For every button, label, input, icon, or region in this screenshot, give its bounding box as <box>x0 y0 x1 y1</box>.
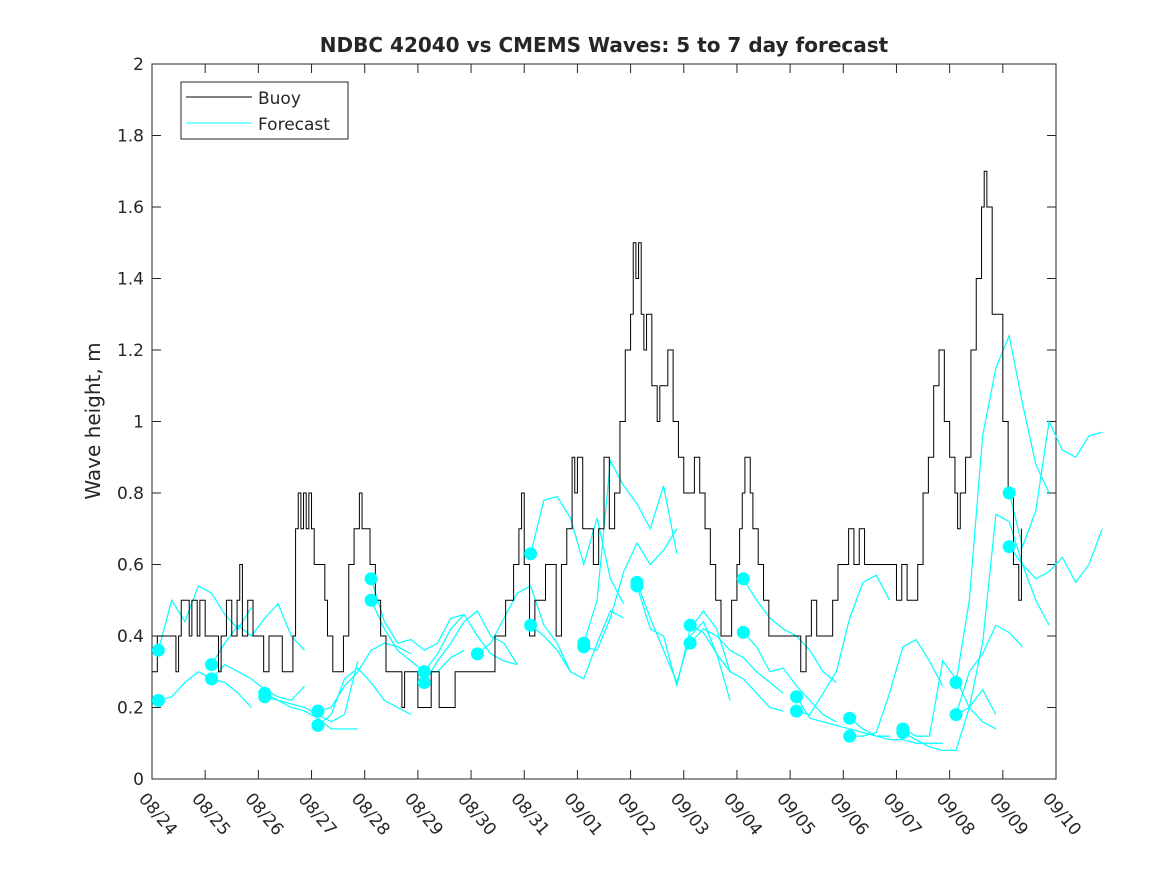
forecast-point <box>364 593 378 607</box>
forecast-line <box>796 574 891 716</box>
chart-title: NDBC 42040 vs CMEMS Waves: 5 to 7 day fo… <box>320 33 889 57</box>
x-tick-label: 09/02 <box>613 789 660 839</box>
x-tick-label: 08/28 <box>347 789 394 839</box>
y-tick-label: 0 <box>133 770 144 790</box>
y-axis-label: Wave height, m <box>81 342 105 499</box>
forecast-line <box>264 660 359 723</box>
y-tick-label: 1.4 <box>117 270 144 290</box>
x-tick-label: 09/08 <box>932 789 979 839</box>
x-tick-label: 09/05 <box>772 789 819 839</box>
forecast-point <box>843 729 857 743</box>
legend-forecast-label: Forecast <box>258 115 330 135</box>
x-tick-label: 08/27 <box>294 789 341 839</box>
forecast-line <box>955 624 1023 715</box>
forecast-line <box>530 495 625 605</box>
x-tick-label: 08/25 <box>187 789 234 839</box>
forecast-line <box>742 632 837 723</box>
forecast-point <box>949 675 963 689</box>
forecast-point <box>630 579 644 593</box>
x-tick-label: 08/26 <box>241 789 288 839</box>
forecast-line <box>849 638 944 737</box>
forecast-line <box>423 610 518 683</box>
forecast-point <box>949 708 963 722</box>
forecast-line <box>1008 528 1103 584</box>
forecast-point <box>1002 486 1016 500</box>
forecast-line <box>423 613 518 673</box>
forecast-line <box>902 659 997 737</box>
forecast-line <box>689 624 784 712</box>
y-tick-label: 0.6 <box>117 556 144 576</box>
x-tick-label: 09/03 <box>666 789 713 839</box>
forecast-line <box>158 671 252 708</box>
forecast-line <box>583 528 678 652</box>
buoy-line <box>152 170 1022 708</box>
forecast-line <box>636 585 731 687</box>
forecast-point <box>311 704 325 718</box>
y-tick-label: 1 <box>133 413 144 433</box>
forecast-point <box>258 690 272 704</box>
forecast-point <box>683 618 697 632</box>
forecast-point <box>524 618 538 632</box>
forecast-line <box>849 717 943 744</box>
x-tick-label: 09/06 <box>825 789 872 839</box>
legend-box <box>180 81 349 140</box>
forecast-line <box>211 602 306 665</box>
forecast-line <box>955 513 1050 716</box>
forecast-point <box>789 704 803 718</box>
forecast-line <box>477 585 572 673</box>
y-tick-label: 1.2 <box>117 341 144 361</box>
forecast-point <box>683 636 697 650</box>
forecast-point <box>577 640 591 654</box>
forecast-line <box>1008 419 1103 549</box>
x-tick-label: 08/30 <box>453 789 500 839</box>
legend: Buoy Forecast <box>180 81 349 140</box>
legend-buoy-label: Buoy <box>258 89 301 109</box>
forecast-line <box>370 578 465 652</box>
y-tick-label: 0.4 <box>117 627 144 647</box>
forecast-point <box>417 675 431 689</box>
forecast-line <box>211 663 306 702</box>
forecast-point <box>896 726 910 740</box>
forecast-line <box>530 610 624 680</box>
forecast-line <box>317 667 412 726</box>
forecast-line <box>157 585 252 651</box>
forecast-point <box>151 643 165 657</box>
forecast-line <box>742 578 837 683</box>
forecast-point <box>151 693 165 707</box>
forecast-point <box>311 718 325 732</box>
forecast-line <box>583 458 678 644</box>
x-tick-label: 09/07 <box>879 789 926 839</box>
forecast-point <box>736 625 750 639</box>
x-tick-label: 09/10 <box>1038 789 1085 839</box>
x-tick-label: 09/09 <box>985 789 1032 839</box>
x-tick-label: 09/04 <box>719 789 766 839</box>
forecast-line <box>902 688 997 752</box>
forecast-line <box>689 628 784 694</box>
forecast-point <box>1002 540 1016 554</box>
x-tick-label: 08/31 <box>506 789 553 839</box>
y-tick-label: 1.6 <box>117 198 144 218</box>
x-tick-label: 09/01 <box>560 789 607 839</box>
forecast-point <box>524 547 538 561</box>
plot-area <box>151 63 1057 780</box>
x-tick-label: 08/24 <box>134 789 181 839</box>
forecast-point <box>364 572 378 586</box>
forecast-point <box>205 672 219 686</box>
forecast-point <box>736 572 750 586</box>
forecast-point <box>417 665 431 679</box>
x-tick-label: 08/29 <box>400 789 447 839</box>
y-tick-label: 1.8 <box>117 127 144 147</box>
forecast-line <box>370 599 465 673</box>
y-tick-label: 0.8 <box>117 484 144 504</box>
forecast-point <box>789 690 803 704</box>
forecast-point <box>205 658 219 672</box>
y-tick-label: 2 <box>133 55 144 75</box>
forecast-point <box>843 711 857 725</box>
y-tick-label: 0.2 <box>117 699 144 719</box>
forecast-point <box>470 647 484 661</box>
